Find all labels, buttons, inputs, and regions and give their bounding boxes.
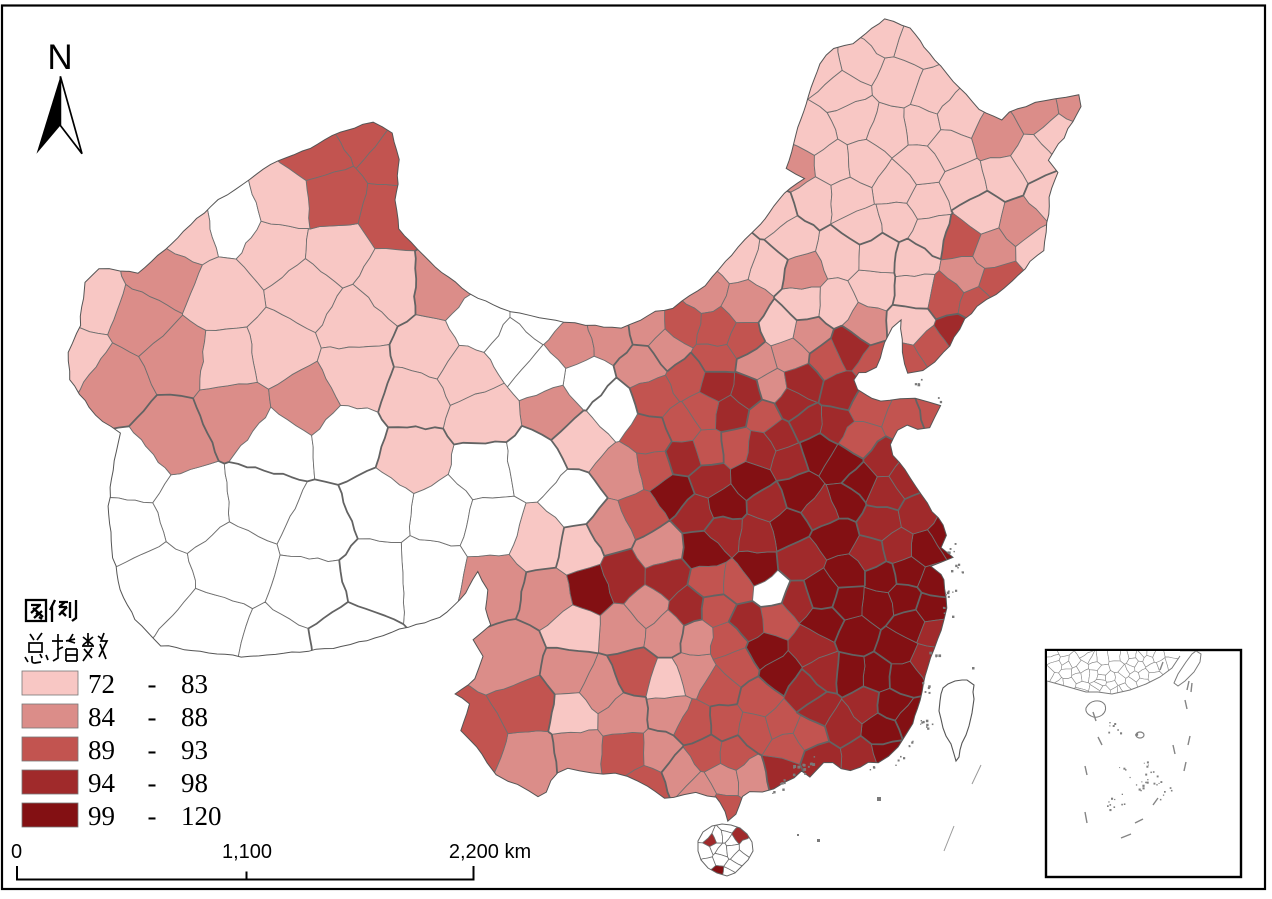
svg-text:-: - xyxy=(148,801,157,831)
svg-text:2,200 km: 2,200 km xyxy=(449,841,531,863)
svg-text:99: 99 xyxy=(88,801,115,831)
svg-text:1,100: 1,100 xyxy=(222,841,272,863)
svg-text:98: 98 xyxy=(181,768,208,798)
svg-text:88: 88 xyxy=(181,702,208,732)
svg-text:0: 0 xyxy=(11,841,22,863)
svg-text:-: - xyxy=(148,735,157,765)
svg-text:72: 72 xyxy=(88,669,115,699)
svg-text:-: - xyxy=(148,768,157,798)
svg-text:N: N xyxy=(47,38,72,77)
svg-text:-: - xyxy=(148,702,157,732)
svg-text:84: 84 xyxy=(88,702,116,732)
svg-text:120: 120 xyxy=(181,801,222,831)
svg-text:93: 93 xyxy=(181,735,208,765)
svg-text:94: 94 xyxy=(88,768,116,798)
svg-text:83: 83 xyxy=(181,669,208,699)
svg-text:-: - xyxy=(148,669,157,699)
svg-text:89: 89 xyxy=(88,735,115,765)
